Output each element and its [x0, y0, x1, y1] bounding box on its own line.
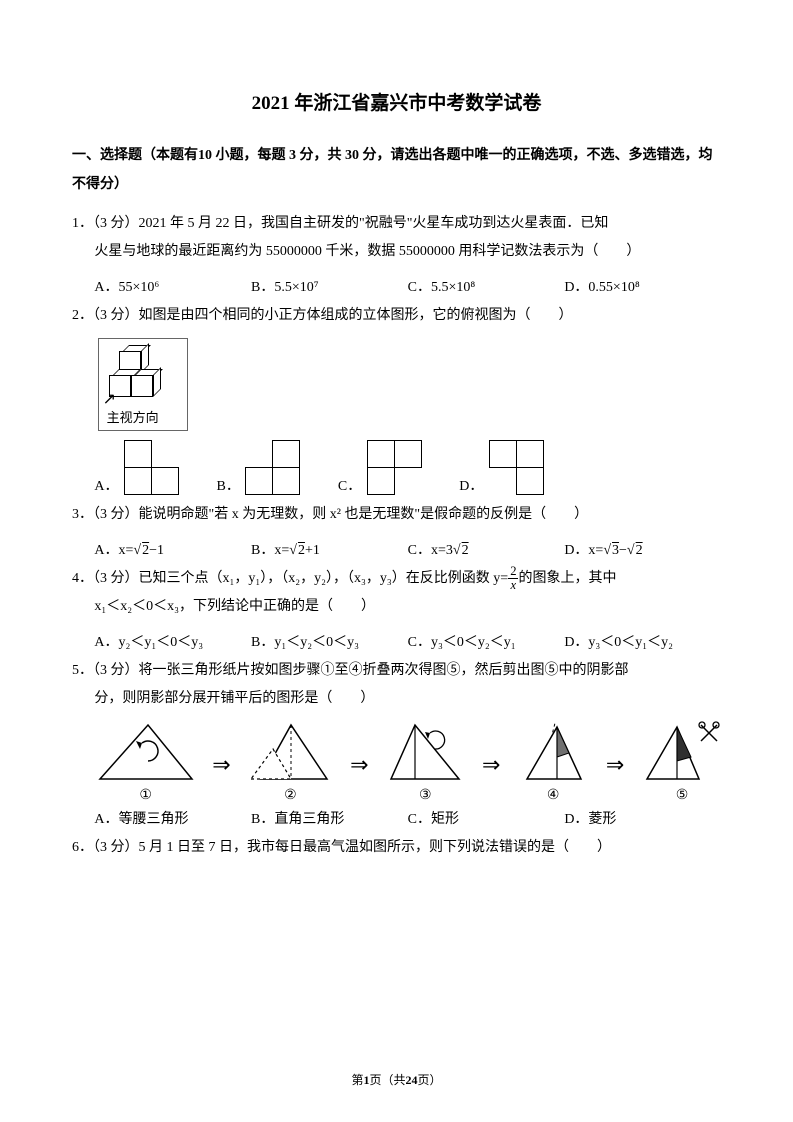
fold-step-1-icon: [98, 721, 194, 783]
q5-figures: ① ⇒ ② ⇒ ③ ⇒ ④ ⇒: [72, 721, 721, 804]
q5-opt-d: D．菱形: [564, 806, 721, 834]
q4-opt-c: C．y₃＜0＜y₂＜y₁: [408, 629, 565, 657]
q2-caption: 主视方向: [107, 407, 179, 426]
topview-a-icon: [125, 441, 179, 495]
q1-opt-a: A．55×10⁶: [94, 274, 251, 302]
topview-c-icon: [367, 441, 421, 495]
q5-fig-3: ③: [387, 721, 463, 804]
topview-b-icon: [246, 441, 300, 495]
q1-opt-c: C．5.5×10⁸: [408, 274, 565, 302]
q5-fig-5: ⑤: [643, 721, 721, 804]
fraction-icon: 2x: [508, 565, 518, 591]
q3-opt-a: A．x=√2−1: [94, 537, 251, 565]
q2-3d-figure: ↗: [107, 345, 179, 405]
q5-fig-2: ②: [249, 721, 331, 804]
q5-opt-b: B．直角三角形: [251, 806, 408, 834]
q5-opt-c: C．矩形: [408, 806, 565, 834]
question-3: 3．（3 分）能说明命题"若 x 为无理数，则 x² 也是无理数"是假命题的反例…: [72, 501, 721, 529]
fold-step-2-icon: [249, 721, 331, 783]
q5-fig-1: ①: [98, 721, 194, 804]
q5-opt-a: A．等腰三角形: [94, 806, 251, 834]
question-5: 5．（3 分）将一张三角形纸片按如图步骤①至④折叠两次得图⑤，然后剪出图⑤中的阴…: [72, 657, 721, 713]
q3-opt-d: D．x=√3−√2: [564, 537, 721, 565]
q2-opt-b: B．: [217, 441, 300, 495]
q1-stem-line1: 1．（3 分）2021 年 5 月 22 日，我国自主研发的"祝融号"火星车成功…: [72, 210, 721, 238]
topview-d-icon: [489, 441, 543, 495]
q4-stem-line2: x₁＜x₂＜0＜x₃，下列结论中正确的是（ ）: [72, 593, 721, 621]
fold-step-5-icon: [643, 721, 721, 783]
q5-stem-line1: 5．（3 分）将一张三角形纸片按如图步骤①至④折叠两次得图⑤，然后剪出图⑤中的阴…: [72, 657, 721, 685]
q5-fig-4: ④: [519, 721, 587, 804]
q2-opt-a: A．: [94, 441, 178, 495]
fold-arrow-1-icon: ⇒: [212, 752, 230, 804]
q1-opt-b: B．5.5×10⁷: [251, 274, 408, 302]
question-6: 6．（3 分）5 月 1 日至 7 日，我市每日最高气温如图所示，则下列说法错误…: [72, 834, 721, 862]
q5-options: A．等腰三角形 B．直角三角形 C．矩形 D．菱形: [72, 806, 721, 834]
q4-opt-a: A．y₂＜y₁＜0＜y₃: [94, 629, 251, 657]
q3-options: A．x=√2−1 B．x=√2+1 C．x=3√2 D．x=√3−√2: [72, 537, 721, 565]
q5-stem-line2: 分，则阴影部分展开铺平后的图形是（ ）: [72, 685, 721, 713]
fold-arrow-4-icon: ⇒: [606, 752, 624, 804]
view-arrow-icon: ↗: [103, 389, 116, 409]
scissors-icon: [699, 722, 719, 741]
fold-arrow-2-icon: ⇒: [350, 752, 368, 804]
q1-stem-line2: 火星与地球的最近距离约为 55000000 千米，数据 55000000 用科学…: [72, 238, 721, 266]
q2-options: A． B． C． D．: [72, 441, 721, 495]
question-1: 1．（3 分）2021 年 5 月 22 日，我国自主研发的"祝融号"火星车成功…: [72, 210, 721, 266]
question-2: 2．（3 分）如图是由四个相同的小正方体组成的立体图形，它的俯视图为（ ）: [72, 302, 721, 330]
q1-opt-d: D．0.55×10⁸: [564, 274, 721, 302]
q2-figure-wrap: ↗ 主视方向: [72, 338, 721, 431]
q1-options: A．55×10⁶ B．5.5×10⁷ C．5.5×10⁸ D．0.55×10⁸: [72, 274, 721, 302]
fold-arrow-3-icon: ⇒: [482, 752, 500, 804]
fold-step-4-icon: [519, 721, 587, 783]
q2-opt-c: C．: [338, 441, 421, 495]
q2-opt-d: D．: [459, 441, 543, 495]
page-title: 2021 年浙江省嘉兴市中考数学试卷: [72, 88, 721, 115]
section-1-header: 一、选择题（本题有10 小题，每题 3 分，共 30 分，请选出各题中唯一的正确…: [72, 141, 721, 200]
question-4: 4．（3 分）已知三个点（x₁，y₁），（x₂，y₂），（x₃，y₃）在反比例函…: [72, 565, 721, 621]
page-footer: 第1页（共24页）: [0, 1071, 793, 1088]
q4-options: A．y₂＜y₁＜0＜y₃ B．y₁＜y₂＜0＜y₃ C．y₃＜0＜y₂＜y₁ D…: [72, 629, 721, 657]
q2-figure-box: ↗ 主视方向: [98, 338, 188, 431]
fold-step-3-icon: [387, 721, 463, 783]
q3-opt-c: C．x=3√2: [408, 537, 565, 565]
q4-opt-d: D．y₃＜0＜y₁＜y₂: [564, 629, 721, 657]
q3-opt-b: B．x=√2+1: [251, 537, 408, 565]
q4-opt-b: B．y₁＜y₂＜0＜y₃: [251, 629, 408, 657]
